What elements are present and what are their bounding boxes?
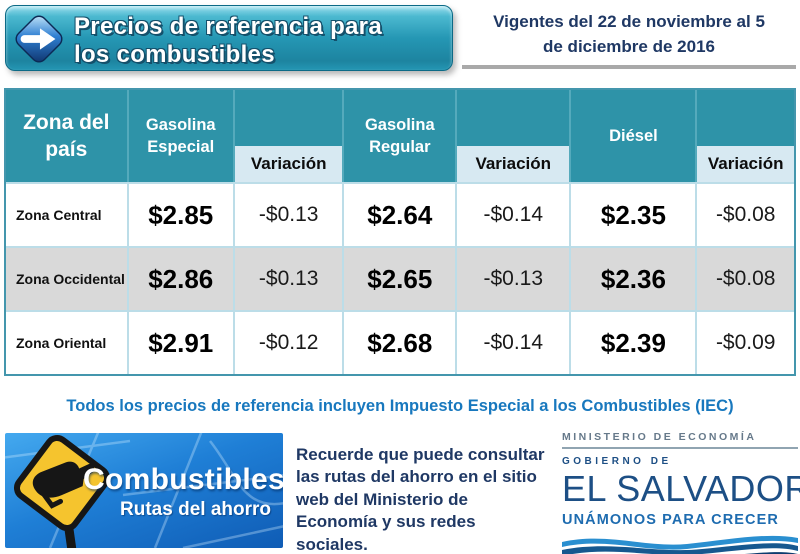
price-value: $2.85 [126,182,233,246]
el-salvador-wordmark: EL SALVADOR [562,468,800,509]
variation-value: -$0.13 [232,246,343,310]
fuel-sign-icon [13,434,111,548]
validity-line1: Vigentes del 22 de noviembre al 5 [493,12,765,31]
zone-column-header: Zona del país [6,90,127,182]
government-logo: MINISTERIO DE ECONOMÍA GOBIERNO DE EL SA… [562,431,800,554]
campaign-text: Combustibles Rutas del ahorro [83,463,283,521]
price-value: $2.68 [342,310,456,374]
zone-label: Zona Occidental [6,246,127,310]
variation-value: -$0.08 [695,246,794,310]
price-value: $2.36 [569,246,696,310]
variacion-header-spacer [457,90,570,146]
variacion-regular-header: Variación [455,90,570,182]
variation-value: -$0.14 [455,182,570,246]
zone-label: Zona Central [6,182,127,246]
reminder-text: Recuerde que puede consultar las rutas d… [296,445,545,554]
page-title-line2: los combustibles [74,40,275,68]
price-table: Zona del país Gasolina Especial Variació… [4,88,796,376]
gobierno-de-label: GOBIERNO DE [562,456,672,467]
validity-period: Vigentes del 22 de noviembre al 5 de dic… [462,10,796,70]
variacion-especial-header: Variación [232,90,343,182]
waves-graphic [562,535,798,554]
price-value: $2.65 [342,246,456,310]
page-title-line1: Precios de referencia para [74,13,382,40]
price-value: $2.35 [569,182,696,246]
zone-label: Zona Oriental [6,310,127,374]
variacion-diesel-header: Variación [695,90,794,182]
variacion-header-spacer [697,90,794,146]
page-title: Precios de referencia para los combustib… [74,13,452,68]
price-value: $2.86 [126,246,233,310]
variation-value: -$0.13 [232,182,343,246]
variation-value: -$0.14 [455,310,570,374]
price-value: $2.91 [126,310,233,374]
variacion-header-label: Variación [697,146,794,182]
title-banner: Precios de referencia para los combustib… [5,5,453,71]
arrow-right-icon [10,10,68,73]
variation-value: -$0.13 [455,246,570,310]
slogan-label: UNÁMONOS PARA CRECER [562,512,779,528]
gasolina-especial-header: Gasolina Especial [126,90,233,182]
ministry-label: MINISTERIO DE ECONOMÍA [562,431,798,449]
tax-note: Todos los precios de referencia incluyen… [66,397,734,415]
price-value: $2.39 [569,310,696,374]
variation-value: -$0.09 [695,310,794,374]
diesel-header: Diésel [569,90,696,182]
price-value: $2.64 [342,182,456,246]
variation-value: -$0.12 [232,310,343,374]
validity-line2: de diciembre de 2016 [543,36,715,56]
campaign-subtitle: Rutas del ahorro [120,499,271,520]
campaign-title: Combustibles [83,463,283,496]
gasolina-regular-header: Gasolina Regular [342,90,456,182]
variacion-header-label: Variación [234,146,343,182]
campaign-banner: Combustibles Rutas del ahorro [5,433,283,548]
validity-underline [462,65,796,70]
variation-value: -$0.08 [695,182,794,246]
variacion-header-spacer [234,90,343,146]
variacion-header-label: Variación [457,146,570,182]
